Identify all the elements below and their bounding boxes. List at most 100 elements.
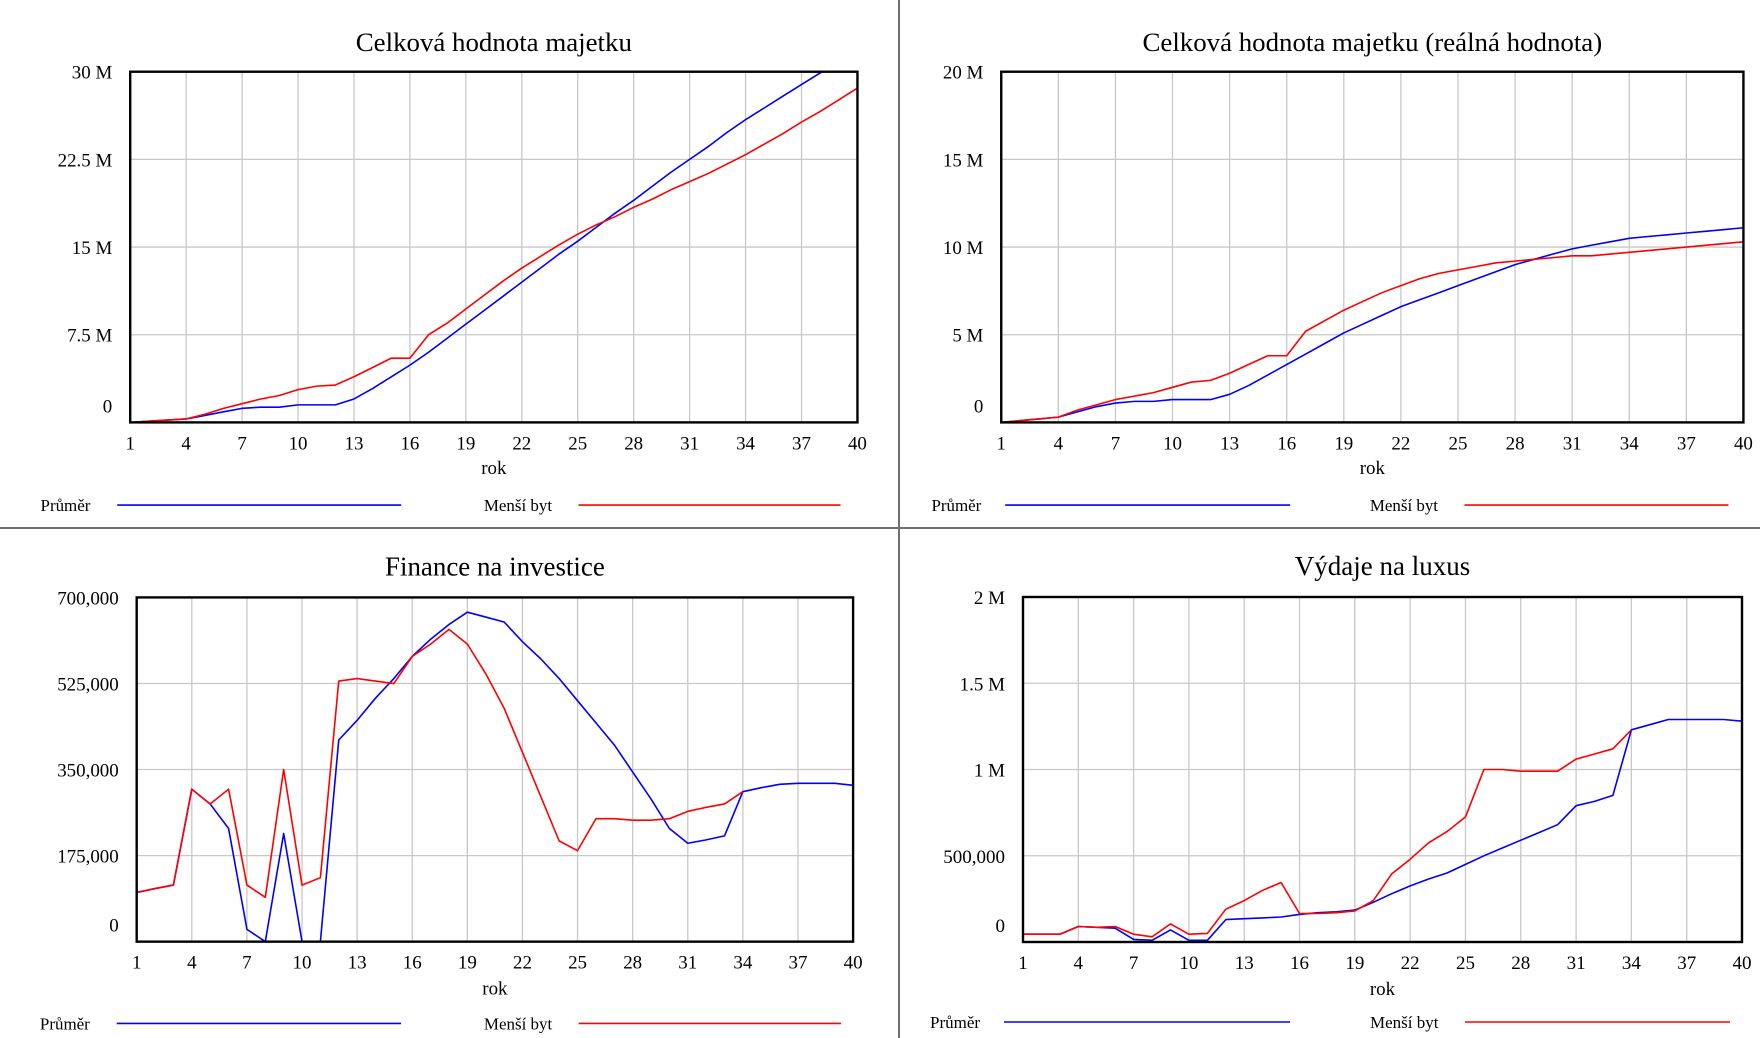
y-tick-label: 20 M xyxy=(943,63,984,84)
y-tick-label: 1 M xyxy=(974,761,1005,782)
y-tick-label: 175,000 xyxy=(57,847,119,868)
x-tick-label: 4 xyxy=(187,953,197,974)
x-tick-label: 25 xyxy=(1449,433,1468,454)
x-tick-label: 4 xyxy=(181,433,191,454)
y-tick-label: 525,000 xyxy=(57,674,119,695)
legend-label-2: Menší byt xyxy=(1370,1013,1439,1032)
x-axis-label: rok xyxy=(1370,979,1396,1000)
y-tick-label: 15 M xyxy=(72,238,113,259)
x-axis-label: rok xyxy=(1360,458,1386,479)
x-tick-label: 19 xyxy=(1345,953,1364,974)
chart-panel-luxury-spending: Výdaje na luxus 1 4 7 10 13 16 19 22 25 28 31 34 37 40… xyxy=(900,529,1760,1038)
x-tick-label: 25 xyxy=(1456,953,1475,974)
y-tick-label: 30 M xyxy=(72,63,113,84)
x-tick-label: 22 xyxy=(1391,433,1410,454)
chart-title: Finance na investice xyxy=(385,551,605,581)
legend-label-2: Menší byt xyxy=(1370,496,1438,515)
x-tick-label: 10 xyxy=(1163,433,1182,454)
x-tick-label: 16 xyxy=(1277,433,1296,454)
x-tick-label: 10 xyxy=(289,433,308,454)
series-line-1 xyxy=(1001,228,1743,423)
y-tick-label: 700,000 xyxy=(57,588,119,609)
y-tick-label: 1.5 M xyxy=(960,674,1006,695)
x-tick-label: 37 xyxy=(1677,953,1696,974)
x-tick-label: 13 xyxy=(348,953,367,974)
x-tick-label: 34 xyxy=(733,953,752,974)
x-tick-label: 25 xyxy=(568,953,587,974)
chart-total-assets-real: Celková hodnota majetku (reálná hodnota)… xyxy=(900,0,1760,527)
y-tick-label: 15 M xyxy=(943,150,984,171)
x-tick-label: 22 xyxy=(512,433,531,454)
legend-label-1: Průměr xyxy=(932,496,982,515)
legend-label-1: Průměr xyxy=(930,1013,980,1032)
x-tick-label: 13 xyxy=(1220,433,1239,454)
x-tick-label: 7 xyxy=(242,953,251,974)
x-tick-label: 31 xyxy=(1567,953,1586,974)
x-tick-label: 7 xyxy=(1129,953,1139,974)
series-line-1 xyxy=(137,612,853,941)
chart-investment-finance: Finance na investice 1 4 7 10 13 16 19 22 25 28 31 3… xyxy=(0,529,898,1038)
series-line-2 xyxy=(1023,730,1631,937)
chart-luxury-spending: Výdaje na luxus 1 4 7 10 13 16 19 22 25 28 31 34 37 40… xyxy=(900,529,1760,1038)
x-tick-label: 19 xyxy=(458,953,477,974)
y-tick-label: 350,000 xyxy=(57,761,119,782)
x-tick-label: 22 xyxy=(513,953,532,974)
chart-title: Celková hodnota majetku xyxy=(356,27,632,57)
y-tick-label: 5 M xyxy=(952,326,983,347)
x-tick-label: 28 xyxy=(624,433,643,454)
y-tick-label: 0 xyxy=(103,396,112,417)
x-tick-label: 28 xyxy=(623,953,642,974)
x-tick-label: 40 xyxy=(844,953,863,974)
x-tick-label: 4 xyxy=(1054,433,1064,454)
y-tick-label: 0 xyxy=(996,916,1006,937)
x-tick-label: 7 xyxy=(237,433,246,454)
y-tick-label: 7.5 M xyxy=(67,326,112,347)
x-tick-label: 7 xyxy=(1111,433,1120,454)
x-tick-label: 13 xyxy=(345,433,364,454)
x-tick-label: 19 xyxy=(1334,433,1353,454)
x-tick-label: 34 xyxy=(736,433,755,454)
y-tick-label: 2 M xyxy=(974,588,1005,609)
chart-panel-investment-finance: Finance na investice 1 4 7 10 13 16 19 22 25 28 31 3… xyxy=(0,529,900,1038)
chart-total-assets: Celková hodnota majetku 1 4 7 10 13 16 19 22 25 28… xyxy=(0,0,898,527)
y-tick-label: 500,000 xyxy=(943,847,1005,868)
y-tick-label: 0 xyxy=(109,916,118,937)
x-axis-label: rok xyxy=(482,979,508,1000)
legend-label-2: Menší byt xyxy=(484,1014,553,1033)
chart-panel-total-assets-real: Celková hodnota majetku (reálná hodnota)… xyxy=(900,0,1760,529)
x-tick-label: 1 xyxy=(125,433,134,454)
legend-label-2: Menší byt xyxy=(484,496,552,515)
series-line-2 xyxy=(137,629,743,897)
x-tick-label: 10 xyxy=(1179,953,1198,974)
legend-label-1: Průměr xyxy=(40,1014,90,1033)
series-line-2 xyxy=(130,88,857,422)
x-tick-label: 16 xyxy=(400,433,419,454)
x-tick-label: 22 xyxy=(1401,953,1420,974)
series-line-2 xyxy=(1001,242,1743,423)
x-tick-label: 16 xyxy=(1290,953,1309,974)
x-tick-label: 40 xyxy=(848,433,867,454)
x-tick-label: 31 xyxy=(678,953,697,974)
x-tick-label: 34 xyxy=(1620,433,1639,454)
series-line-1 xyxy=(1023,720,1742,941)
x-tick-label: 25 xyxy=(568,433,587,454)
x-tick-label: 4 xyxy=(1074,953,1084,974)
x-axis-label: rok xyxy=(481,458,507,479)
x-tick-label: 37 xyxy=(1677,433,1696,454)
x-tick-label: 40 xyxy=(1733,953,1752,974)
x-tick-label: 37 xyxy=(789,953,808,974)
x-tick-label: 37 xyxy=(792,433,811,454)
x-tick-label: 1 xyxy=(1018,953,1028,974)
x-tick-label: 1 xyxy=(132,953,141,974)
x-tick-label: 10 xyxy=(293,953,312,974)
y-tick-label: 0 xyxy=(974,396,983,417)
x-tick-label: 40 xyxy=(1734,433,1753,454)
x-tick-label: 19 xyxy=(456,433,475,454)
y-tick-label: 10 M xyxy=(943,238,984,259)
chart-title: Výdaje na luxus xyxy=(1295,551,1470,581)
legend-label-1: Průměr xyxy=(41,496,91,515)
x-tick-label: 1 xyxy=(997,433,1006,454)
x-tick-label: 16 xyxy=(403,953,422,974)
x-tick-label: 13 xyxy=(1235,953,1254,974)
x-tick-label: 28 xyxy=(1506,433,1525,454)
